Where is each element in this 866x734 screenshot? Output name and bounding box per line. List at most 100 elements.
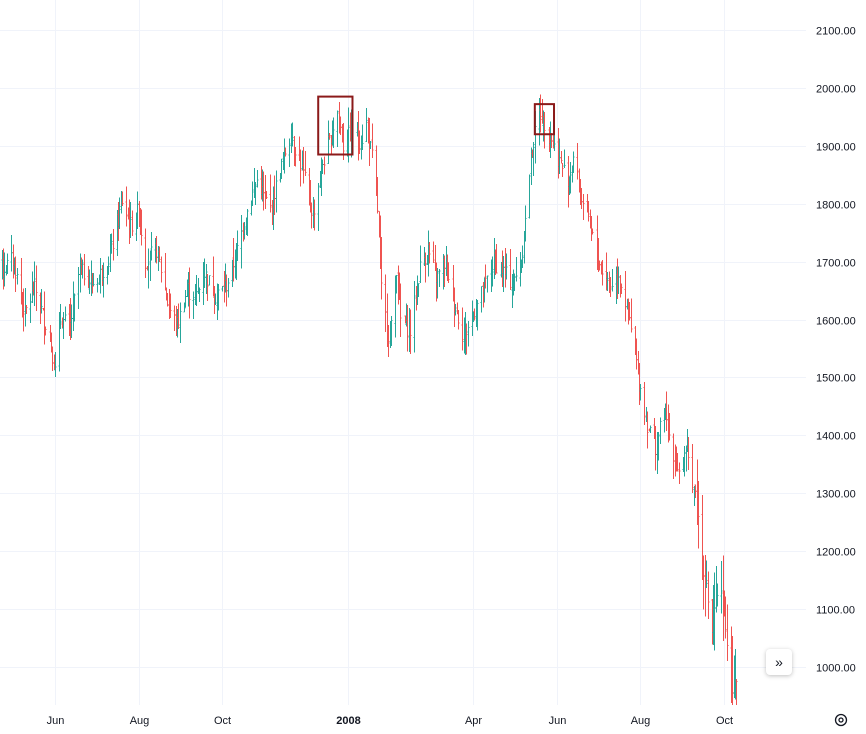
ohlc-bar — [136, 191, 139, 229]
ohlc-bar — [438, 269, 441, 288]
ohlc-bar — [102, 262, 105, 298]
ohlc-bar — [659, 417, 662, 445]
ohlc-bar — [473, 308, 476, 321]
ohlc-bar — [731, 636, 734, 705]
ohlc-bar — [16, 267, 19, 285]
ohlc-bar — [227, 278, 230, 298]
ohlc-bar — [735, 678, 738, 705]
ohlc-bar — [112, 229, 115, 261]
ohlc-bar — [288, 138, 291, 167]
x-tick-label: Oct — [214, 715, 231, 727]
ohlc-bar — [203, 258, 206, 288]
ohlc-bar — [665, 391, 668, 431]
ohlc-bar — [390, 316, 393, 346]
y-tick-label: 1400.00 — [816, 431, 856, 443]
ohlc-bar — [617, 266, 620, 295]
ohlc-bar — [601, 259, 604, 286]
y-tick-label: 1600.00 — [816, 316, 856, 328]
ohlc-bar — [81, 259, 84, 279]
ohlc-bar — [672, 433, 675, 480]
gear-icon[interactable] — [833, 712, 849, 728]
ohlc-bar — [332, 117, 335, 149]
y-tick-label: 1100.00 — [816, 605, 855, 617]
ohlc-bar — [198, 287, 201, 303]
ohlc-bar — [432, 241, 435, 263]
ohlc-bar — [92, 272, 95, 287]
ohlc-bar — [91, 273, 94, 294]
ohlc-bar — [528, 174, 531, 219]
ohlc-bar — [509, 249, 512, 290]
ohlc-bar — [221, 285, 224, 292]
ohlc-bar — [195, 275, 198, 306]
ohlc-bar — [678, 462, 681, 485]
x-tick-label: Aug — [631, 715, 651, 727]
ohlc-bar — [428, 242, 431, 264]
y-tick-label: 2100.00 — [816, 26, 856, 38]
ohlc-bar — [59, 304, 62, 330]
y-tick-label: 1300.00 — [816, 489, 856, 501]
ohlc-bar — [521, 245, 524, 269]
ohlc-bar — [539, 94, 542, 133]
ohlc-bar — [713, 572, 716, 651]
ohlc-bar — [265, 190, 268, 200]
ohlc-bar — [280, 158, 283, 180]
ohlc-bar — [480, 285, 483, 313]
ohlc-bar — [147, 248, 150, 289]
ohlc-bar — [44, 326, 47, 336]
ohlc-bar — [246, 209, 249, 236]
y-tick-label: 1200.00 — [816, 547, 856, 559]
ohlc-bar — [687, 436, 690, 471]
ohlc-bar — [624, 271, 627, 322]
y-tick-label: 1800.00 — [816, 200, 856, 212]
ohlc-bar — [240, 215, 243, 269]
ohlc-bar — [639, 384, 642, 401]
ohlc-bar — [109, 234, 112, 272]
ohlc-bar — [380, 237, 383, 300]
ohlc-bar — [447, 262, 450, 284]
ohlc-bar — [129, 202, 132, 239]
ohlc-bar — [166, 293, 169, 307]
ohlc-bar — [205, 264, 208, 294]
ohlc-bar — [155, 236, 158, 264]
ohlc-bar — [225, 274, 228, 307]
ohlc-bar — [691, 444, 694, 493]
ohlc-bar — [121, 191, 124, 207]
ohlc-bar — [558, 138, 561, 175]
ohlc-bar — [676, 452, 679, 472]
ohlc-bar — [643, 382, 646, 426]
x-tick-label: Oct — [716, 715, 733, 727]
ohlc-bar — [313, 199, 316, 231]
x-tick-label: Jun — [549, 715, 567, 727]
ohlc-bar — [339, 116, 342, 136]
ohlc-bar — [705, 560, 708, 588]
ohlc-bar — [436, 268, 439, 299]
ohlc-bar — [323, 156, 326, 175]
ohlc-bar — [358, 130, 361, 155]
ohlc-bar — [118, 197, 121, 229]
ohlc-bar — [273, 175, 276, 215]
ohlc-bar — [302, 146, 305, 184]
scroll-to-latest-button[interactable]: » — [766, 649, 792, 675]
ohlc-bar — [140, 209, 143, 246]
ohlc-bar — [25, 304, 28, 315]
ohlc-bar — [347, 107, 350, 163]
ohlc-bar — [376, 176, 379, 214]
highlight-box — [533, 103, 556, 136]
ohlc-bar — [550, 133, 553, 148]
ohlc-bar — [467, 320, 470, 347]
ohlc-bar — [96, 277, 99, 293]
ohlc-bar — [406, 304, 409, 352]
ohlc-bar — [83, 253, 86, 286]
ohlc-bar — [150, 232, 153, 261]
ohlc-bar — [724, 596, 727, 639]
ohlc-bar — [587, 201, 590, 222]
ohlc-bar — [515, 257, 518, 282]
ohlc-bar — [365, 108, 368, 142]
ohlc-bar — [284, 147, 287, 157]
ohlc-bar — [582, 193, 585, 220]
ohlc-bar — [232, 238, 235, 282]
ohlc-bar — [206, 273, 209, 302]
ohlc-bar — [251, 181, 254, 207]
ohlc-bar — [179, 302, 182, 343]
